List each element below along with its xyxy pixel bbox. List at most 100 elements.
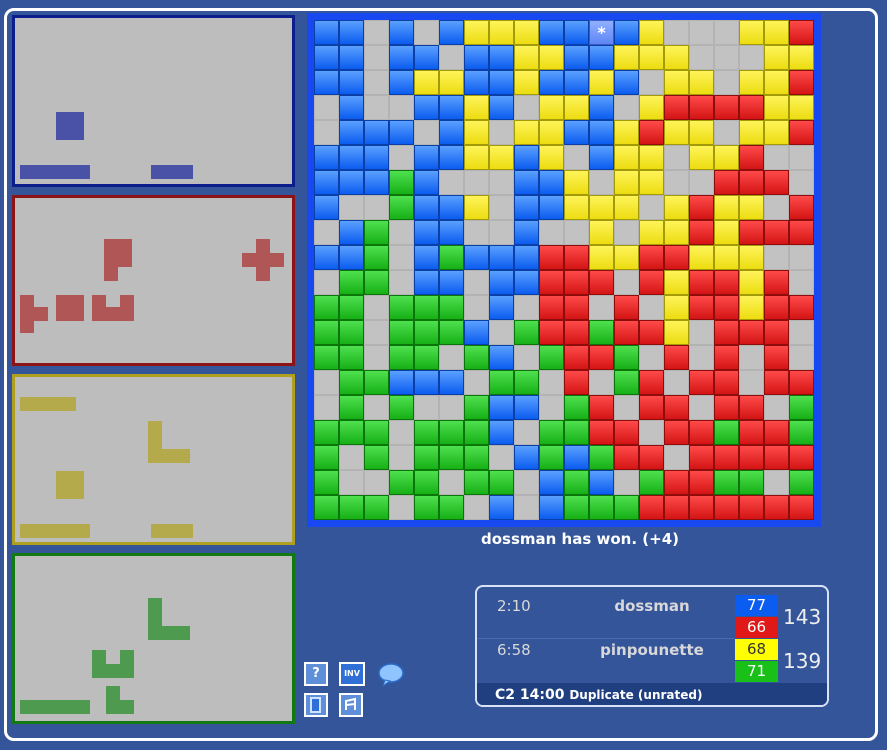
blue-cell[interactable] [489,245,514,270]
red-cell[interactable] [764,445,789,470]
green-piece[interactable] [92,664,134,678]
empty-cell[interactable] [314,120,339,145]
blue-cell[interactable] [414,145,439,170]
blue-cell[interactable] [314,195,339,220]
yellow-cell[interactable] [664,45,689,70]
green-cell[interactable] [439,495,464,520]
flag-icon[interactable] [304,693,328,717]
green-cell[interactable] [589,445,614,470]
green-cell[interactable] [389,395,414,420]
green-cell[interactable] [439,295,464,320]
blue-cell[interactable] [514,145,539,170]
empty-cell[interactable] [514,470,539,495]
yellow-cell[interactable] [639,45,664,70]
red-cell[interactable] [714,495,739,520]
inventory-icon[interactable]: INV [339,662,365,686]
yellow-piece[interactable] [151,524,193,538]
empty-cell[interactable] [764,470,789,495]
green-cell[interactable] [339,295,364,320]
blue-cell[interactable] [489,345,514,370]
empty-cell[interactable] [614,220,639,245]
yellow-cell[interactable] [514,120,539,145]
green-cell[interactable] [414,470,439,495]
empty-cell[interactable] [589,370,614,395]
yellow-cell[interactable] [464,195,489,220]
green-cell[interactable] [314,320,339,345]
empty-cell[interactable] [339,470,364,495]
green-cell[interactable] [314,445,339,470]
green-cell[interactable] [364,445,389,470]
empty-cell[interactable] [739,370,764,395]
yellow-cell[interactable] [689,145,714,170]
red-cell[interactable] [564,345,589,370]
yellow-cell[interactable] [689,70,714,95]
red-cell[interactable] [564,245,589,270]
yellow-cell[interactable] [764,120,789,145]
empty-cell[interactable] [489,220,514,245]
yellow-cell[interactable] [789,45,814,70]
red-cell[interactable] [764,420,789,445]
red-cell[interactable] [789,20,814,45]
green-cell[interactable] [389,295,414,320]
yellow-cell[interactable] [714,220,739,245]
blue-cell[interactable] [339,20,364,45]
blue-piece[interactable] [20,165,90,179]
red-piece[interactable] [256,239,270,281]
empty-cell[interactable] [389,420,414,445]
red-cell[interactable] [614,295,639,320]
yellow-cell[interactable] [614,120,639,145]
red-cell[interactable] [589,345,614,370]
red-cell[interactable] [689,195,714,220]
green-cell[interactable] [339,420,364,445]
blue-cell[interactable] [514,395,539,420]
empty-cell[interactable] [739,45,764,70]
empty-cell[interactable] [364,295,389,320]
empty-cell[interactable] [339,195,364,220]
blue-cell[interactable] [439,370,464,395]
blue-cell[interactable] [589,95,614,120]
green-cell[interactable] [789,395,814,420]
green-cell[interactable] [389,470,414,495]
red-cell[interactable] [739,320,764,345]
yellow-cell[interactable] [714,145,739,170]
red-cell[interactable] [639,495,664,520]
green-cell[interactable] [589,320,614,345]
blue-cell[interactable] [489,395,514,420]
blue-cell[interactable] [514,220,539,245]
red-piece[interactable] [56,295,84,321]
empty-cell[interactable] [664,370,689,395]
red-cell[interactable] [539,245,564,270]
blue-cell[interactable] [614,70,639,95]
blue-cell[interactable] [539,495,564,520]
red-cell[interactable] [714,370,739,395]
empty-cell[interactable] [564,220,589,245]
yellow-cell[interactable] [664,220,689,245]
empty-cell[interactable] [389,495,414,520]
empty-cell[interactable] [689,45,714,70]
empty-cell[interactable] [364,45,389,70]
blue-cell[interactable] [314,45,339,70]
green-cell[interactable] [539,420,564,445]
red-cell[interactable] [564,320,589,345]
yellow-cell[interactable] [714,245,739,270]
red-cell[interactable] [589,395,614,420]
help-icon[interactable]: ? [304,662,328,686]
green-cell[interactable] [564,495,589,520]
green-cell[interactable] [714,470,739,495]
red-cell[interactable] [689,370,714,395]
empty-cell[interactable] [489,445,514,470]
yellow-cell[interactable] [764,45,789,70]
yellow-cell[interactable] [539,45,564,70]
red-cell[interactable] [764,170,789,195]
empty-cell[interactable] [464,495,489,520]
green-cell[interactable] [364,420,389,445]
empty-cell[interactable] [664,170,689,195]
yellow-piece[interactable] [148,449,190,463]
red-cell[interactable] [689,95,714,120]
green-piece[interactable] [148,626,190,640]
red-cell[interactable] [789,195,814,220]
red-piece[interactable] [104,239,132,267]
empty-cell[interactable] [764,245,789,270]
blue-cell[interactable] [414,45,439,70]
empty-cell[interactable] [439,470,464,495]
